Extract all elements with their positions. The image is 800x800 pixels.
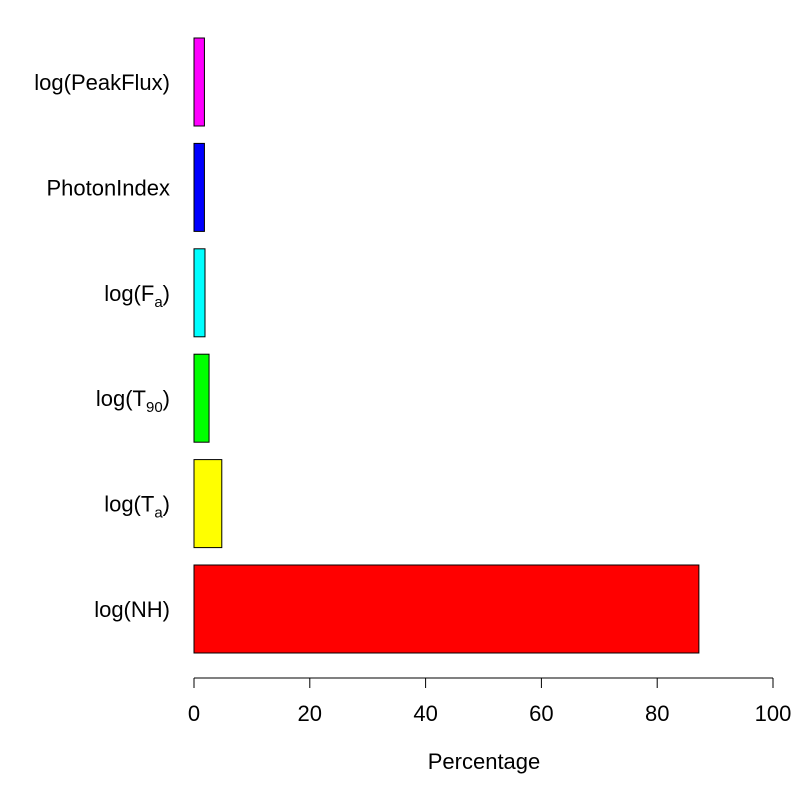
x-tick-label-1: 20 bbox=[298, 701, 322, 726]
x-tick-label-3: 60 bbox=[529, 701, 553, 726]
bar-5 bbox=[193, 37, 205, 127]
category-label-4: PhotonIndex bbox=[46, 175, 170, 200]
bar-3 bbox=[193, 248, 206, 338]
category-label-3: log(Fa) bbox=[104, 281, 170, 311]
category-labels: log(NH) log(Ta) log(T90) log(Fa) PhotonIndex… bbox=[34, 70, 170, 622]
x-axis: 0 20 40 60 80 100 bbox=[188, 677, 792, 726]
x-tick-label-5: 100 bbox=[755, 701, 792, 726]
x-tick-label-0: 0 bbox=[188, 701, 200, 726]
bar-4 bbox=[193, 142, 205, 232]
bar-2 bbox=[193, 353, 210, 443]
category-label-1: log(Ta) bbox=[104, 492, 170, 522]
x-tick-label-2: 40 bbox=[413, 701, 437, 726]
category-label-0: log(NH) bbox=[94, 597, 170, 622]
bar-0 bbox=[193, 564, 700, 654]
x-axis-title: Percentage bbox=[428, 749, 541, 774]
category-label-5: log(PeakFlux) bbox=[34, 70, 170, 95]
category-label-2: log(T90) bbox=[96, 386, 170, 416]
bars-group bbox=[193, 37, 700, 654]
bar-1 bbox=[193, 459, 223, 549]
x-tick-label-4: 80 bbox=[645, 701, 669, 726]
